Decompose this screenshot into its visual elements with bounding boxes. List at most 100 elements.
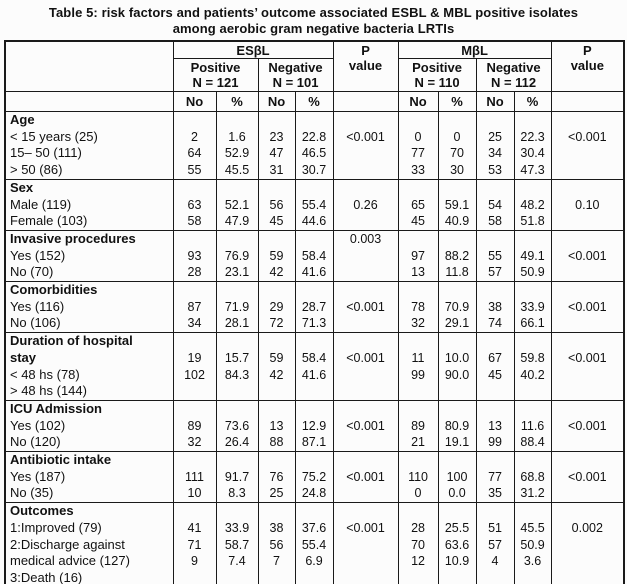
table-cell: 4 [475,553,515,570]
table-cell: 22.8 [294,128,334,146]
group-n: N = 121 [192,75,239,90]
table-cell [513,332,552,350]
table-row: Yes (152) 93 76.9 59 58.4 97 88.2 55 49.1 <0.001 [4,247,625,265]
table-cell [397,111,439,129]
col-header-mbl-positive: Positive N = 110 [397,58,477,92]
table-cell: 76.9 [215,247,259,265]
table-cell: 40.2 [513,366,552,384]
table-cell: <0.001 [332,417,399,435]
table-cell: 52.1 [215,196,259,214]
table-cell: 97 [397,247,439,265]
table-cell [332,145,399,163]
table-cell [332,383,399,401]
table-cell: 47.9 [215,213,259,231]
table-cell [294,383,334,401]
table-cell: 29.1 [437,315,477,333]
table-cell: 7.4 [215,553,259,570]
table-cell [550,536,625,554]
table-cell: <0.001 [332,468,399,486]
table-cell: 63.6 [437,536,477,554]
table-cell: 42 [257,366,296,384]
table-cell [475,332,515,350]
table-cell: 59 [257,247,296,265]
table-cell: 38 [475,298,515,316]
table-row: < 48 hs (78) 102 84.3 42 41.6 99 90.0 45 40.2 [4,366,625,384]
row-label: 3:Death (16) [4,569,174,584]
table-cell: 0.003 [332,230,399,248]
table-cell: 59 [257,349,296,367]
table-cell: 77 [475,468,515,486]
table-cell: 57 [475,536,515,554]
col-header-esbl-negative: Negative N = 101 [257,58,334,92]
row-label: Yes (152) [4,247,174,265]
table-cell: 32 [172,434,217,452]
subheader-empty [332,91,399,112]
table-cell [437,383,477,401]
table-cell [550,502,625,520]
table-cell: <0.001 [332,349,399,367]
table-cell [397,230,439,248]
table-cell [397,383,439,401]
row-label: > 50 (86) [4,162,174,180]
table-cell: 46.5 [294,145,334,163]
table-cell: 7 [257,553,296,570]
table-cell: 10.9 [437,553,477,570]
group-name: Positive [190,60,241,75]
row-label: > 48 hs (144) [4,383,174,401]
table-cell [397,281,439,299]
table-cell: 13 [475,417,515,435]
table-cell: 68.8 [513,468,552,486]
table-cell [550,383,625,401]
table-cell: 42 [257,264,296,282]
table-cell: 45 [475,366,515,384]
row-label: ICU Admission [4,400,174,418]
table-cell [172,179,217,197]
table-cell: 15.7 [215,349,259,367]
table-cell: 70.9 [437,298,477,316]
table-row: Age [4,111,625,129]
table-cell [475,383,515,401]
table-cell: 0.002 [550,519,625,537]
table-cell: 47 [257,145,296,163]
table-cell [550,332,625,350]
table-cell [332,502,399,520]
table-cell [172,230,217,248]
table-cell [475,502,515,520]
table-cell: 8.3 [215,485,259,503]
table-cell [550,315,625,333]
row-label: Female (103) [4,213,174,231]
table-cell: 58.4 [294,247,334,265]
table-cell: 28.7 [294,298,334,316]
table-cell [397,502,439,520]
table-cell [257,451,296,469]
table-cell [437,230,477,248]
table-cell [294,111,334,129]
table-row: No (120) 32 26.4 88 87.1 21 19.1 99 88.4 [4,434,625,452]
row-label: No (70) [4,264,174,282]
table-row: 3:Death (16) [4,569,625,584]
table-cell [332,332,399,350]
table-cell: <0.001 [550,417,625,435]
table-cell: <0.001 [550,128,625,146]
group-n: N = 112 [490,75,537,90]
col-subheader-pct: % [437,91,477,112]
table-cell: 0 [397,128,439,146]
table-cell [257,400,296,418]
table-cell: 89 [172,417,217,435]
table-row: stay 19 15.7 59 58.4 <0.001 11 10.0 67 59.8 <0.001 [4,349,625,367]
section-outcomes: Outcomes 1:Improved (79) 41 33.9 38 37.6 <0.00… [4,502,625,584]
table-cell: 51 [475,519,515,537]
table-cell: 51.8 [513,213,552,231]
table-cell: 102 [172,366,217,384]
table-cell: 44.6 [294,213,334,231]
table-cell: 23 [257,128,296,146]
table-cell [332,553,399,570]
table-cell [550,162,625,180]
table-cell [475,451,515,469]
table-cell [332,162,399,180]
table-cell: 0.0 [437,485,477,503]
table-cell [215,332,259,350]
table-cell: 75.2 [294,468,334,486]
table-cell [437,400,477,418]
table-cell [215,569,259,584]
